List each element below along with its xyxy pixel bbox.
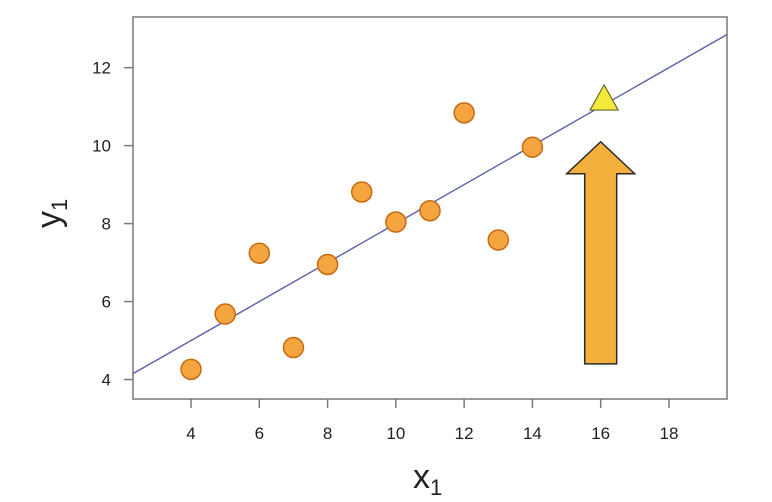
y-axis-label: y1 <box>30 199 72 228</box>
data-point <box>350 181 373 203</box>
y-tick-label: 6 <box>102 293 111 312</box>
data-point <box>419 199 441 222</box>
data-point <box>316 253 339 276</box>
x-tick-label: 16 <box>591 424 610 443</box>
x-axis-ticks: 4 6 8 10 12 14 16 18 <box>186 399 678 443</box>
y-tick-label: 4 <box>102 371 111 390</box>
x-tick-label: 8 <box>323 424 332 443</box>
up-arrow-annotation <box>564 140 637 365</box>
data-points <box>180 102 544 381</box>
data-point <box>282 336 305 359</box>
data-point <box>453 102 475 124</box>
data-point <box>487 229 510 251</box>
data-point <box>385 211 407 233</box>
data-point <box>214 303 236 325</box>
x-tick-label: 10 <box>386 424 405 443</box>
y-tick-label: 10 <box>92 137 111 156</box>
x-axis-label: x1 <box>413 458 442 500</box>
data-point <box>248 242 271 264</box>
annotation-layer <box>564 83 637 365</box>
x-tick-label: 18 <box>660 424 679 443</box>
x-tick-label: 14 <box>523 424 542 443</box>
data-point <box>521 136 544 158</box>
x-tick-label: 12 <box>455 424 474 443</box>
data-point <box>180 358 202 381</box>
triangle-marker <box>589 83 620 111</box>
x-tick-label: 4 <box>186 424 195 443</box>
x-tick-label: 6 <box>255 424 264 443</box>
y-axis-ticks: 4 6 8 10 12 <box>92 59 133 390</box>
y-tick-label: 8 <box>102 215 111 234</box>
y-tick-label: 12 <box>92 59 111 78</box>
